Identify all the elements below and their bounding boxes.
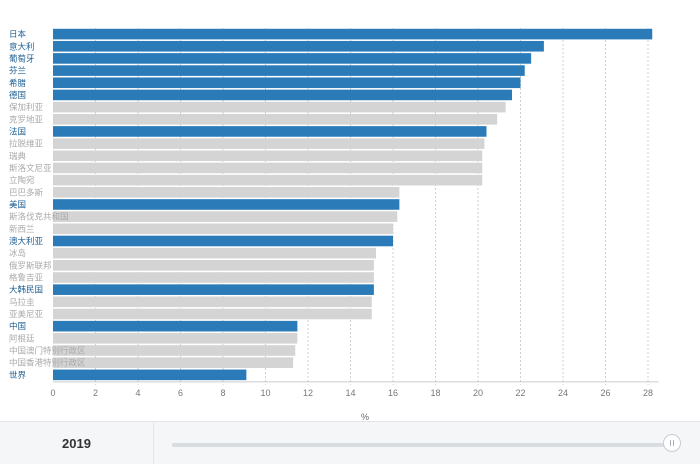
bar[interactable] [53, 247, 376, 259]
category-label: 立陶宛 [9, 175, 35, 185]
x-tick-label: 26 [600, 388, 610, 398]
x-axis-title: % [361, 412, 369, 420]
bar[interactable] [53, 308, 372, 320]
bar[interactable] [53, 223, 393, 235]
bar[interactable] [53, 28, 653, 40]
bar[interactable] [53, 53, 532, 64]
bar[interactable] [53, 320, 298, 332]
category-label: 日本 [9, 29, 27, 39]
x-tick-label: 28 [643, 388, 653, 398]
timeline-footer: 2019 [0, 421, 700, 464]
bar[interactable] [53, 199, 400, 210]
bar[interactable] [53, 260, 374, 271]
x-tick-label: 24 [558, 388, 568, 398]
category-label: 澳大利亚 [9, 236, 44, 246]
category-label: 亚美尼亚 [9, 309, 44, 319]
category-label: 巴巴多斯 [9, 187, 44, 197]
bar[interactable] [53, 138, 485, 149]
bar[interactable] [53, 333, 298, 344]
bar[interactable] [53, 89, 512, 101]
category-label: 大韩民国 [9, 285, 43, 295]
bar[interactable] [53, 174, 483, 186]
category-label: 保加利亚 [9, 102, 44, 112]
x-tick-label: 6 [178, 388, 183, 398]
x-tick-label: 22 [515, 388, 525, 398]
x-tick-label: 12 [303, 388, 313, 398]
category-label: 阿根廷 [9, 333, 35, 343]
bar[interactable] [53, 357, 294, 368]
bar[interactable] [53, 186, 400, 198]
bar[interactable] [53, 235, 393, 247]
year-slider-handle[interactable] [663, 434, 681, 452]
category-label: 乌拉圭 [9, 297, 35, 307]
category-label: 希腊 [9, 78, 27, 88]
x-tick-label: 18 [430, 388, 440, 398]
category-label: 斯洛伐克共和国 [9, 212, 69, 222]
bar[interactable] [53, 113, 498, 125]
bar[interactable] [53, 345, 296, 356]
category-label: 法国 [9, 126, 26, 136]
x-tick-label: 16 [388, 388, 398, 398]
category-label: 意大利 [9, 41, 35, 51]
category-label: 中国 [9, 321, 26, 331]
bar[interactable] [53, 296, 372, 308]
category-label: 德国 [9, 90, 26, 100]
bar[interactable] [53, 162, 483, 174]
category-label: 拉脱维亚 [9, 139, 44, 149]
category-label: 中国澳门特别行政区 [9, 346, 86, 356]
bar[interactable] [53, 369, 247, 381]
x-tick-label: 0 [50, 388, 55, 398]
category-label: 冰岛 [9, 248, 26, 258]
grip-icon [673, 440, 674, 446]
category-label: 斯洛文尼亚 [9, 163, 52, 173]
bar[interactable] [53, 65, 525, 76]
year-display: 2019 [0, 422, 154, 464]
x-tick-label: 14 [345, 388, 355, 398]
category-label: 格鲁吉亚 [9, 272, 44, 282]
bar[interactable] [53, 284, 374, 295]
chart-svg: 日本意大利葡萄牙芬兰希腊德国保加利亚克罗地亚法国拉脱维亚瑞典斯洛文尼亚立陶宛巴巴… [9, 28, 659, 420]
category-label: 俄罗斯联邦 [9, 260, 52, 270]
x-tick-label: 20 [473, 388, 483, 398]
x-tick-label: 8 [220, 388, 225, 398]
category-label: 美国 [9, 199, 26, 209]
category-label: 克罗地亚 [9, 114, 44, 124]
x-tick-label: 2 [93, 388, 98, 398]
year-slider-track[interactable] [172, 443, 672, 447]
bar[interactable] [53, 150, 483, 162]
bar[interactable] [53, 211, 398, 222]
grip-icon [670, 440, 671, 446]
category-label: 新西兰 [9, 224, 35, 234]
category-label: 中国香港特别行政区 [9, 358, 86, 368]
x-tick-label: 4 [135, 388, 140, 398]
x-tick-label: 10 [260, 388, 270, 398]
category-label: 芬兰 [9, 66, 26, 76]
bar[interactable] [53, 126, 487, 137]
bar[interactable] [53, 101, 506, 113]
category-label: 葡萄牙 [9, 53, 35, 63]
bar[interactable] [53, 77, 521, 89]
category-label: 世界 [9, 370, 27, 380]
category-label: 瑞典 [9, 151, 27, 161]
bar[interactable] [53, 272, 374, 283]
year-label: 2019 [62, 435, 91, 451]
bar[interactable] [53, 40, 544, 52]
bar-chart: 日本意大利葡萄牙芬兰希腊德国保加利亚克罗地亚法国拉脱维亚瑞典斯洛文尼亚立陶宛巴巴… [9, 28, 659, 420]
